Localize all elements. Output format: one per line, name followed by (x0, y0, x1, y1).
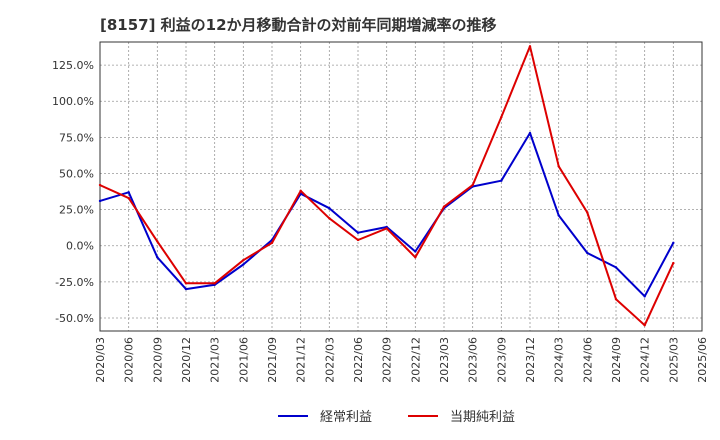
data-point (414, 256, 417, 259)
data-point (356, 231, 360, 234)
x-tick-label: 2024/06 (581, 337, 594, 383)
data-point (213, 282, 216, 285)
data-point (328, 217, 331, 220)
data-point (442, 205, 446, 208)
data-point (127, 191, 130, 194)
data-point (385, 227, 388, 230)
data-point (557, 214, 560, 217)
data-point (328, 206, 331, 210)
x-tick-label: 2021/03 (209, 337, 222, 383)
y-tick-label: 25.0% (59, 204, 94, 217)
x-tick-label: 2024/09 (610, 337, 623, 383)
x-tick-label: 2022/03 (323, 337, 336, 383)
x-tick-label: 2022/06 (352, 337, 365, 383)
data-point (242, 258, 245, 262)
y-tick-label: -50.0% (55, 312, 94, 325)
data-point (184, 282, 188, 285)
data-point (156, 256, 159, 259)
plot-frame (99, 41, 703, 332)
data-point (98, 183, 102, 187)
y-tick-label: 75.0% (59, 131, 94, 144)
chart-title: [8157] 利益の12か月移動合計の対前年同期増減率の推移 (100, 16, 497, 34)
data-point (586, 211, 589, 214)
x-tick-label: 2021/06 (237, 337, 250, 383)
x-tick-label: 2020/09 (151, 337, 164, 383)
x-tick-label: 2024/03 (553, 337, 566, 383)
x-tick-label: 2023/06 (467, 337, 480, 383)
x-tick-label: 2025/03 (667, 337, 680, 383)
x-tick-label: 2023/03 (438, 337, 451, 383)
data-point (471, 183, 474, 187)
data-point (557, 165, 560, 168)
data-point (614, 266, 618, 269)
data-point (500, 115, 503, 119)
data-point (242, 263, 245, 266)
y-tick-label: -25.0% (55, 276, 94, 289)
x-tick-label: 2020/06 (123, 337, 136, 383)
y-tick-label: 0.0% (66, 240, 94, 253)
data-point (672, 241, 675, 245)
y-tick-label: 50.0% (59, 167, 94, 180)
data-point (98, 199, 102, 203)
data-point (643, 295, 646, 298)
data-point (127, 196, 130, 200)
data-point (299, 189, 302, 193)
legend-label: 当期純利益 (450, 410, 515, 425)
data-point (643, 324, 646, 327)
x-tick-label: 2025/06 (696, 337, 709, 383)
y-tick-label: 125.0% (52, 59, 94, 72)
data-point (184, 287, 188, 291)
data-point (528, 45, 532, 48)
data-point (270, 241, 274, 245)
x-tick-label: 2021/09 (266, 337, 279, 383)
x-tick-label: 2020/03 (94, 337, 107, 383)
data-point (156, 240, 159, 243)
legend-label: 経常利益 (320, 410, 372, 425)
data-point (586, 251, 589, 255)
data-point (672, 261, 675, 265)
x-tick-label: 2023/12 (524, 337, 537, 383)
data-point (414, 250, 417, 253)
x-tick-label: 2024/12 (639, 337, 652, 383)
data-point (356, 238, 360, 242)
x-tick-label: 2020/12 (180, 337, 193, 383)
data-point (528, 131, 532, 135)
x-tick-label: 2022/12 (409, 337, 422, 383)
x-tick-label: 2021/12 (295, 337, 308, 383)
x-tick-label: 2022/09 (381, 337, 394, 383)
data-point (500, 179, 503, 182)
y-tick-label: 100.0% (52, 95, 94, 108)
x-tick-label: 2023/09 (495, 337, 508, 383)
data-point (614, 298, 618, 301)
